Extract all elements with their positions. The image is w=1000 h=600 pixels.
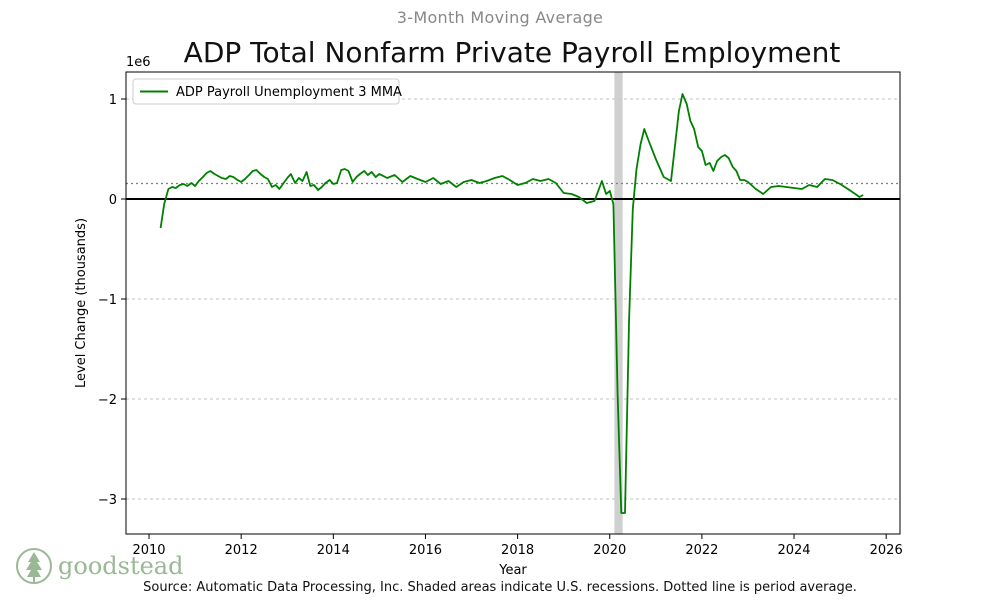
source-note: Source: Automatic Data Processing, Inc. … — [143, 580, 857, 595]
x-tick-label: 2012 — [225, 543, 258, 558]
y-tick-label: 0 — [109, 193, 117, 208]
y-tick-label: −1 — [98, 293, 117, 308]
plot-frame — [125, 71, 901, 535]
x-axis-label: Year — [498, 563, 527, 578]
y-tick-label: 1 — [109, 93, 117, 108]
legend-box — [132, 78, 400, 105]
chart-title: ADP Total Nonfarm Private Payroll Employ… — [183, 36, 841, 69]
x-tick-label: 2010 — [132, 543, 165, 558]
plot-area — [126, 72, 900, 534]
ticks-layer: 1 0 −1 −2 −3 2010 2012 2014 2016 2018 2020 2022 2024… — [98, 93, 903, 558]
chart-subtitle: 3-Month Moving Average — [396, 8, 604, 27]
x-tick-label: 2022 — [685, 543, 718, 558]
y-axis-label: Level Change (thousands) — [74, 218, 89, 388]
series-line — [159, 93, 864, 514]
x-tick-label: 2018 — [501, 543, 534, 558]
y-tick-label: −3 — [98, 493, 117, 508]
tree-icon — [16, 548, 52, 584]
logo-text: goodstead — [58, 552, 184, 580]
x-tick-label: 2026 — [870, 543, 903, 558]
legend: ADP Payroll Unemployment 3 MMA — [132, 78, 402, 105]
x-tick-label: 2014 — [317, 543, 350, 558]
x-tick-label: 2024 — [777, 543, 810, 558]
y-tick-label: −2 — [98, 393, 117, 408]
x-tick-label: 2020 — [593, 543, 626, 558]
recession-band — [614, 72, 623, 534]
legend-entry: ADP Payroll Unemployment 3 MMA — [176, 85, 402, 100]
y-offset-label: 1e6 — [126, 55, 151, 70]
x-tick-label: 2016 — [409, 543, 442, 558]
goodstead-logo: goodstead — [14, 546, 183, 586]
